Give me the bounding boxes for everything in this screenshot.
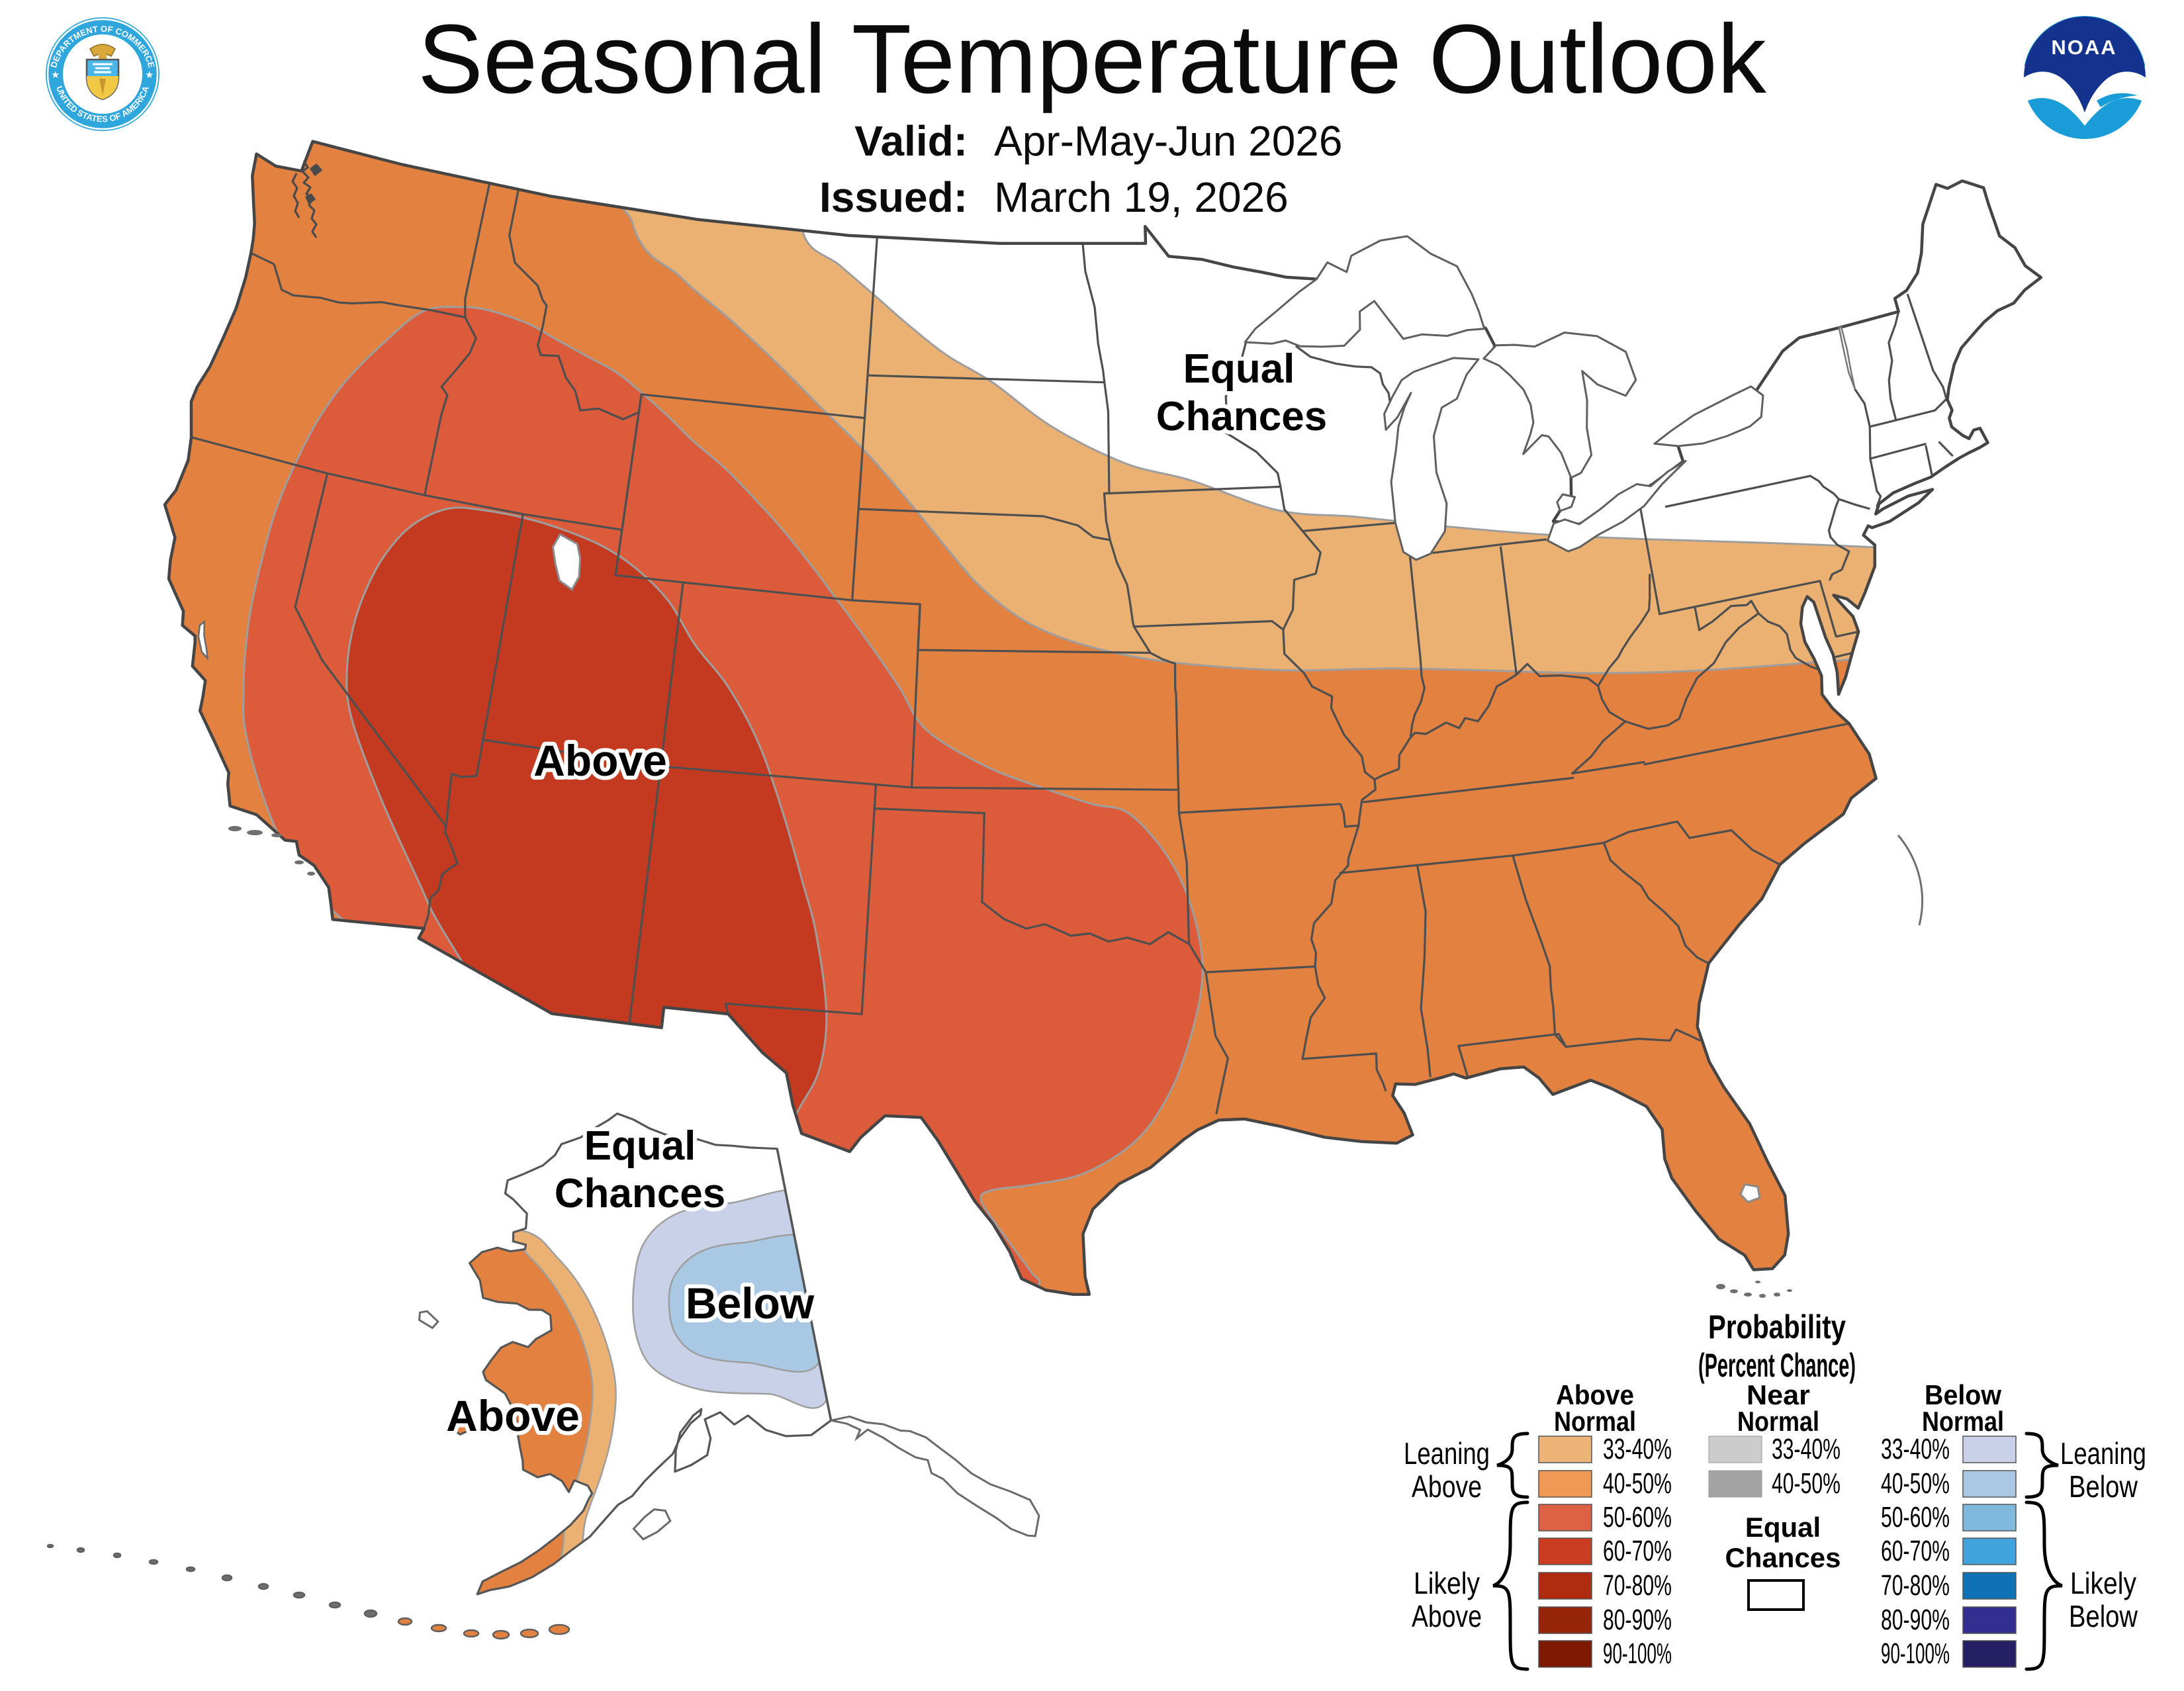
svg-text:NOAA: NOAA [2051,36,2116,59]
svg-text:Seasonal Temperature Outlook: Seasonal Temperature Outlook [418,5,1767,114]
svg-text:60-70%: 60-70% [1881,1535,1950,1567]
svg-text:Likely: Likely [2070,1566,2136,1600]
svg-text:March 19, 2026: March 19, 2026 [994,173,1289,221]
svg-text:Below: Below [2069,1599,2138,1633]
svg-text:Chances: Chances [1725,1542,1841,1573]
svg-text:Issued:: Issued: [819,173,968,221]
svg-text:33-40%: 33-40% [1881,1433,1950,1465]
svg-text:70-80%: 70-80% [1881,1569,1950,1602]
svg-text:60-70%: 60-70% [1603,1535,1672,1567]
svg-text:80-90%: 80-90% [1881,1604,1950,1636]
svg-text:70-80%: 70-80% [1603,1569,1672,1602]
svg-text:Leaning: Leaning [1404,1436,1490,1471]
svg-text:50-60%: 50-60% [1603,1501,1672,1533]
svg-text:Below: Below [1925,1379,2001,1410]
svg-text:Above: Above [533,736,667,785]
svg-text:50-60%: 50-60% [1881,1501,1950,1533]
svg-text:Valid:: Valid: [854,117,968,165]
svg-text:80-90%: 80-90% [1603,1604,1672,1636]
svg-text:90-100%: 90-100% [1881,1637,1950,1670]
svg-text:40-50%: 40-50% [1881,1467,1950,1500]
svg-text:40-50%: 40-50% [1772,1467,1841,1500]
svg-text:Leaning: Leaning [2060,1436,2146,1471]
svg-text:(Percent Chance): (Percent Chance) [1698,1347,1856,1384]
svg-text:Near: Near [1747,1379,1810,1410]
svg-text:Apr-May-Jun 2026: Apr-May-Jun 2026 [994,117,1342,165]
svg-text:Normal: Normal [1554,1406,1636,1437]
svg-text:Normal: Normal [1922,1406,2004,1437]
svg-text:40-50%: 40-50% [1603,1467,1672,1500]
svg-text:Chances: Chances [555,1171,725,1216]
svg-text:Chances: Chances [1156,394,1327,439]
svg-text:Above: Above [446,1391,580,1440]
svg-text:Equal: Equal [584,1123,696,1169]
svg-text:Likely: Likely [1414,1566,1480,1600]
svg-text:90-100%: 90-100% [1603,1637,1672,1670]
svg-text:Below: Below [2069,1469,2138,1504]
svg-text:Above: Above [1412,1599,1482,1633]
svg-text:★: ★ [145,69,154,81]
svg-text:33-40%: 33-40% [1603,1433,1672,1465]
svg-text:★: ★ [51,69,60,81]
svg-text:Equal: Equal [1745,1512,1821,1543]
svg-text:Equal: Equal [1183,346,1295,392]
svg-text:33-40%: 33-40% [1772,1433,1841,1465]
svg-text:Probability: Probability [1708,1308,1846,1346]
svg-text:Above: Above [1556,1379,1634,1410]
svg-text:Below: Below [686,1279,815,1328]
svg-text:Normal: Normal [1737,1406,1819,1437]
svg-text:Above: Above [1412,1469,1482,1504]
